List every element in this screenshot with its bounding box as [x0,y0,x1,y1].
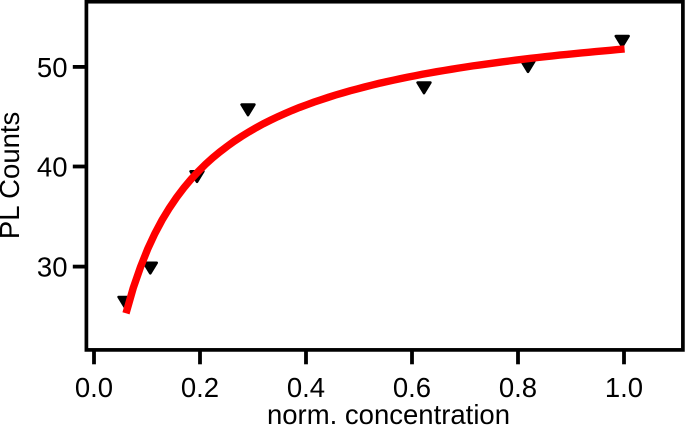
svg-text:50: 50 [37,52,68,83]
svg-text:0.8: 0.8 [499,372,537,403]
svg-text:0.0: 0.0 [75,372,113,403]
svg-text:40: 40 [37,151,68,182]
svg-text:0.2: 0.2 [181,372,219,403]
svg-text:0.6: 0.6 [393,372,431,403]
svg-text:1.0: 1.0 [605,372,643,403]
svg-text:norm. concentration: norm. concentration [267,399,510,425]
svg-text:0.4: 0.4 [287,372,325,403]
svg-text:PL Counts: PL Counts [0,112,25,239]
svg-text:30: 30 [37,251,68,282]
